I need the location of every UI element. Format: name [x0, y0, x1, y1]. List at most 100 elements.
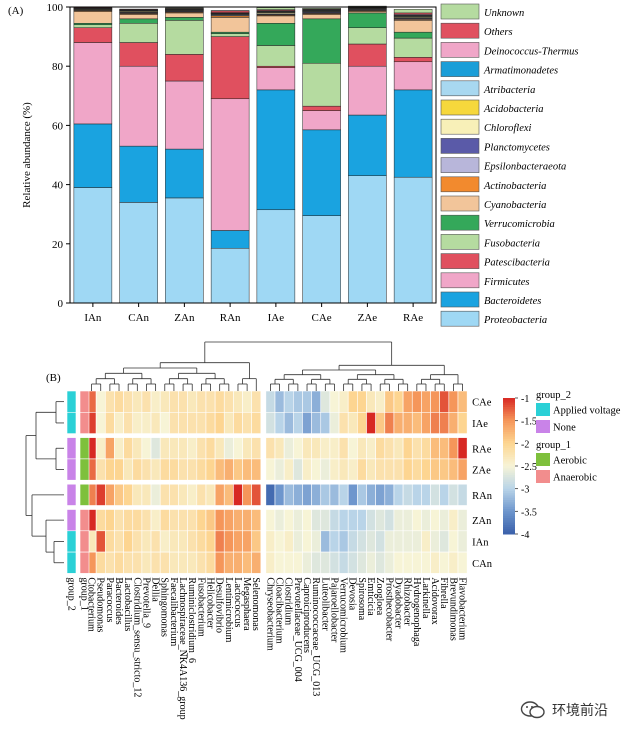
color-bar-tick-label: -1.5	[521, 417, 537, 428]
color-bar-step	[503, 470, 515, 474]
color-bar-step	[503, 518, 515, 521]
column-label: Prevotella_9	[140, 577, 151, 628]
heatmap-cell	[357, 551, 367, 574]
heatmap-cell	[311, 411, 322, 434]
bar-segment	[348, 114, 387, 176]
heatmap-cell	[292, 437, 303, 460]
bar-segment	[256, 45, 296, 67]
color-bar-step	[503, 413, 515, 417]
heatmap-cell	[357, 483, 367, 506]
column-label: Hydrogenophaga	[411, 577, 422, 646]
heatmap-cell	[233, 437, 243, 460]
heatmap-cell	[141, 483, 152, 506]
heatmap-cell	[141, 530, 152, 553]
heatmap-cell	[223, 509, 234, 532]
annotation-cell	[79, 390, 90, 413]
heatmap-cell	[357, 509, 367, 532]
bar-segment	[256, 89, 296, 211]
heatmap-cell	[205, 458, 216, 481]
color-bar-step	[503, 524, 515, 528]
heatmap-cell	[223, 530, 234, 553]
heatmap-cell	[223, 437, 234, 460]
row-label: RAn	[472, 491, 493, 502]
heatmap-cell	[292, 483, 303, 506]
heatmap-cell	[150, 437, 161, 460]
heatmap-cell	[205, 530, 216, 553]
heatmap-cell	[169, 411, 179, 434]
annotation-label: group_1	[79, 577, 90, 610]
legend-label: Deinococcus-Thermus	[483, 46, 578, 57]
heatmap-cell	[421, 411, 431, 434]
color-bar-step	[503, 398, 515, 401]
heatmap-cell	[457, 437, 468, 460]
legend-label: Firmicutes	[483, 277, 530, 288]
heatmap-cell	[95, 530, 106, 553]
bar-segment	[119, 202, 158, 304]
heatmap-cell	[169, 483, 179, 506]
heatmap-cell	[242, 390, 253, 413]
heatmap-cell	[302, 530, 312, 553]
column-label: Clostridium_sensu_stricto_12	[131, 577, 142, 697]
heatmap-cell	[196, 551, 207, 574]
heatmap-cell	[187, 390, 198, 413]
heatmap-cell	[274, 458, 285, 481]
heatmap-cell	[311, 530, 322, 553]
heatmap-cell	[320, 551, 331, 574]
heatmap-cell	[292, 509, 303, 532]
heatmap-cell	[132, 411, 143, 434]
heatmap-cell	[384, 390, 395, 413]
heatmap-cell	[105, 509, 115, 532]
heatmap-cell	[411, 530, 422, 553]
heatmap-cell	[384, 411, 395, 434]
heatmap-cell	[233, 483, 243, 506]
heatmap-cell	[274, 390, 285, 413]
color-bar-step	[503, 438, 515, 442]
heatmap-cell	[205, 437, 216, 460]
column-label: Cloacibacterium	[274, 577, 285, 643]
color-bar-step	[503, 527, 515, 530]
heatmap-cell	[114, 551, 124, 574]
color-bar-step	[503, 520, 515, 524]
annotation-cell	[66, 411, 77, 434]
heatmap-cell	[274, 483, 285, 506]
legend-label: Atribacteria	[483, 85, 535, 96]
heatmap-cell	[242, 509, 253, 532]
bar-segment	[210, 247, 250, 304]
column-label: Pseudomonas	[95, 577, 106, 632]
heatmap-cell	[402, 483, 413, 506]
heatmap-cell	[150, 530, 161, 553]
column-label: Helicobacter	[204, 577, 215, 629]
heatmap-cell	[366, 509, 376, 532]
heatmap-cell	[265, 437, 276, 460]
bar-segment	[393, 9, 433, 14]
bar-segment	[393, 176, 433, 304]
row-dendrogram	[25, 401, 64, 564]
legend-swatch	[440, 234, 480, 250]
heatmap-cell	[302, 458, 312, 481]
heatmap-cell	[274, 437, 285, 460]
heatmap-cell	[274, 551, 285, 574]
phylum-legend: Unknown Others Deinococcus-Thermus Armatimo…	[440, 3, 578, 327]
heatmap-cell	[105, 530, 115, 553]
heatmap-cell	[242, 458, 253, 481]
color-bar-step	[503, 407, 515, 410]
bar-segment	[348, 65, 387, 116]
heatmap-cell	[196, 483, 207, 506]
heatmap-cell	[439, 530, 450, 553]
heatmap-cell	[411, 458, 422, 481]
column-label: Selenomonas	[250, 577, 261, 630]
bar-segment	[165, 7, 204, 9]
heatmap-cell	[411, 551, 422, 574]
heatmap-cell	[439, 411, 450, 434]
column-label: Fusobacterium	[195, 577, 206, 637]
bar-segment	[73, 187, 113, 304]
bar-segment	[256, 23, 296, 46]
heatmap-cell	[457, 411, 468, 434]
heatmap-cell	[214, 483, 225, 506]
heatmap-cell	[320, 437, 331, 460]
column-label: Ctobacterium	[86, 577, 97, 632]
heatmap-cell	[150, 411, 161, 434]
heatmap-cell	[95, 551, 106, 574]
color-bar-step	[503, 488, 515, 492]
bar-segment	[348, 12, 387, 28]
